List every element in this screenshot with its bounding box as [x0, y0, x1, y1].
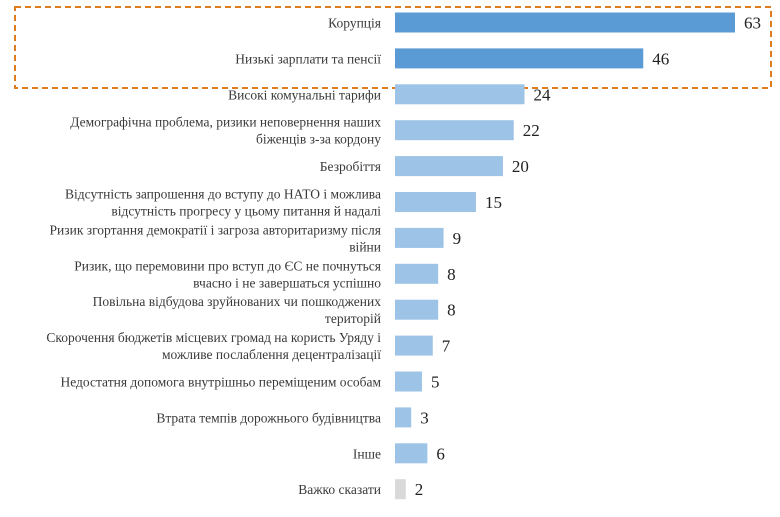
data-label: 3	[420, 408, 429, 427]
category-label: Низькі зарплати та пенсії	[235, 51, 381, 66]
category-label: Безробіття	[320, 159, 381, 174]
bar	[395, 227, 444, 248]
category-label: Важко сказати	[298, 482, 381, 497]
data-label: 63	[744, 14, 761, 33]
bar	[395, 120, 514, 141]
bar	[395, 335, 433, 356]
category-label: Високі комунальні тарифи	[228, 87, 381, 102]
category-label: територій	[325, 311, 381, 326]
data-label: 20	[512, 157, 529, 176]
data-label: 22	[523, 121, 540, 140]
category-label: Ризик згортання демократії і загроза авт…	[50, 222, 381, 237]
bar	[395, 299, 439, 320]
category-label: Демографічна проблема, ризики неповернен…	[70, 115, 381, 130]
highlight-box	[14, 6, 772, 89]
category-label: Скорочення бюджетів місцевих громад на к…	[46, 330, 381, 345]
category-label: війни	[349, 239, 381, 254]
data-label: 24	[534, 85, 552, 104]
bar	[395, 263, 439, 284]
bar	[395, 443, 428, 464]
bar	[395, 12, 735, 33]
data-label: 2	[415, 480, 424, 499]
bar	[395, 84, 525, 105]
data-label: 8	[447, 265, 456, 284]
data-label: 15	[485, 193, 502, 212]
data-label: 46	[652, 49, 669, 68]
bars-layer: 63 Корупція 46 Низькі зарплати та пенсії 24 В…	[46, 12, 761, 500]
category-label: Відсутність запрошення до вступу до НАТО…	[65, 187, 381, 202]
bar	[395, 192, 476, 212]
bar	[395, 407, 412, 428]
category-label: Інше	[353, 446, 381, 461]
category-label: відсутність прогресу у цьому питання й н…	[111, 204, 381, 219]
bar	[395, 479, 406, 500]
category-label: вчасно і не завершаться успішно	[193, 275, 381, 290]
bar	[395, 371, 422, 392]
bar	[395, 48, 644, 69]
category-label: Втрата темпів дорожнього будівництва	[156, 410, 381, 425]
category-label: Ризик, що перемовини про вступ до ЄС не …	[74, 258, 381, 273]
data-label: 5	[431, 373, 440, 392]
category-label: біженців з-за кордону	[256, 132, 381, 147]
category-label: Повільна відбудова зруйнованих чи пошкод…	[93, 294, 382, 309]
bar	[395, 156, 503, 177]
data-label: 8	[447, 301, 456, 320]
category-label: можливе послаблення децентралізації	[162, 347, 381, 362]
category-label: Недостатня допомога внутрішньо переміщен…	[60, 375, 381, 390]
data-label: 9	[453, 229, 462, 248]
data-label: 7	[442, 337, 451, 356]
data-label: 6	[436, 444, 445, 463]
category-label: Корупція	[328, 16, 381, 31]
